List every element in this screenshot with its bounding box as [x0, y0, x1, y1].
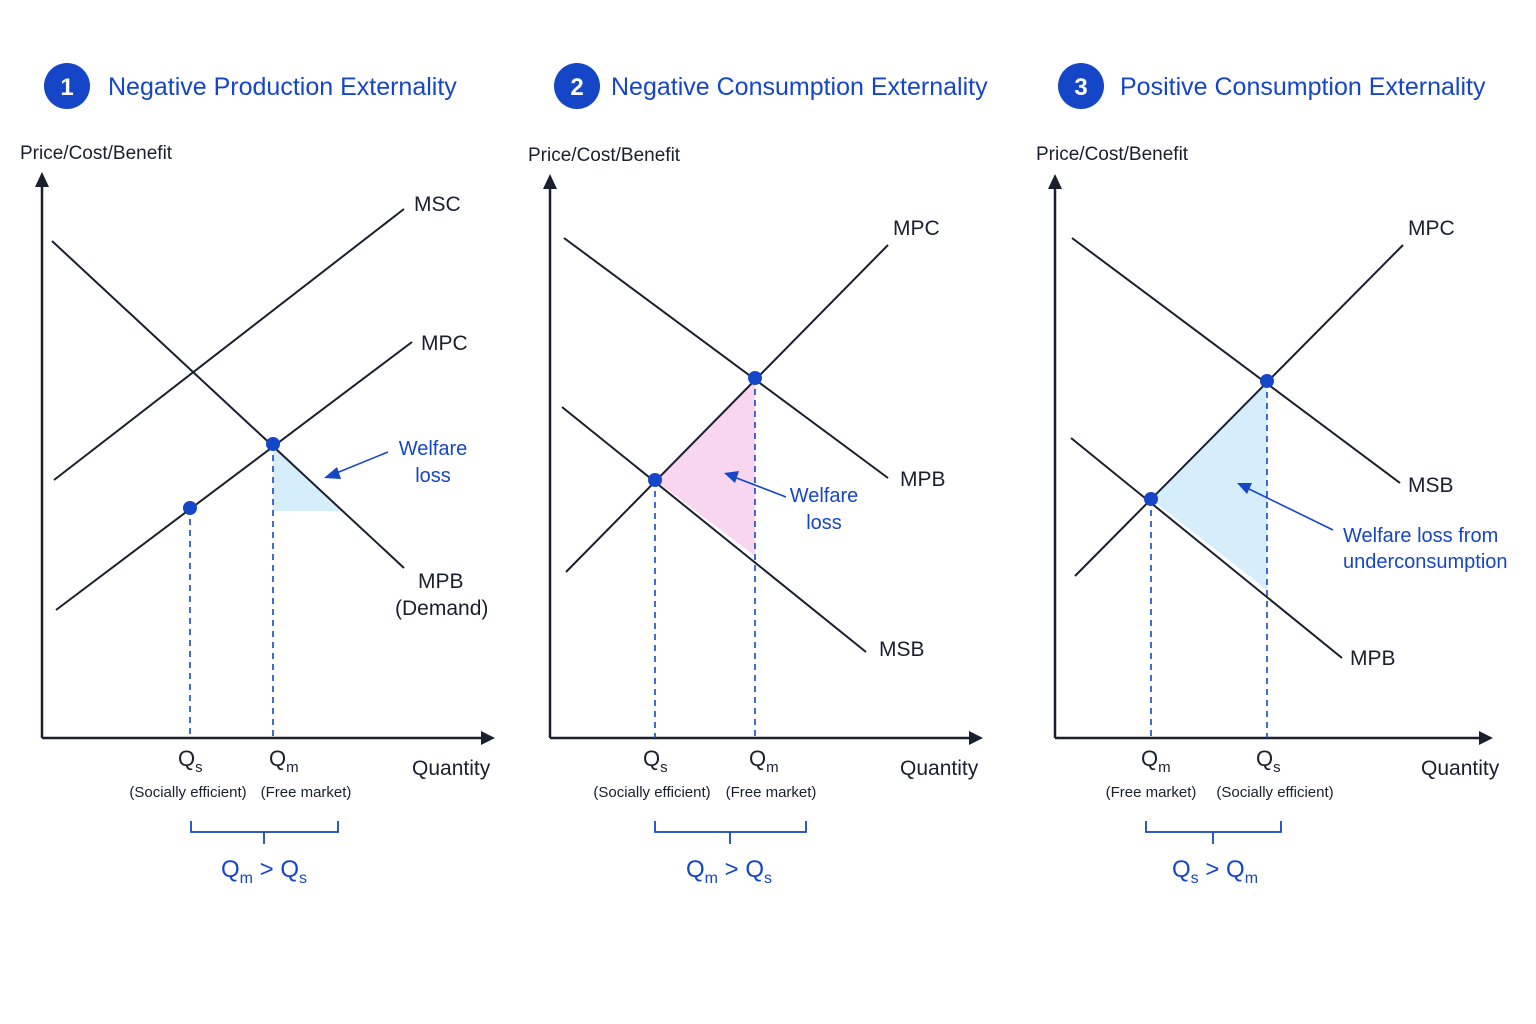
panel-2-welfare-label-line2: loss [806, 512, 842, 534]
panel-3-msb-label: MSB [1408, 474, 1454, 497]
panel-2-msb-label: MSB [879, 638, 925, 661]
panel-2-q-right-note: (Free market) [726, 784, 817, 801]
panel-2-number: 2 [570, 74, 583, 101]
panel-1-welfare-label-line2: loss [415, 465, 451, 487]
panel-3-q-right-note: (Socially efficient) [1216, 784, 1333, 801]
panel-3-social-optimum-point [1260, 374, 1274, 388]
panel-3-mpc-curve [1074, 244, 1404, 577]
panel-3-welfare-label-line2: underconsumption [1343, 551, 1508, 573]
panel-3-mpc-label: MPC [1408, 217, 1455, 240]
panel-2-x-axis-label: Quantity [900, 757, 979, 780]
panel-3-q-right: Qs [1256, 746, 1281, 776]
panel-1-demand-label: (Demand) [395, 597, 488, 620]
panel-1-q-right: Qm [269, 746, 299, 776]
panel-3-welfare-label-line1: Welfare loss from [1343, 525, 1498, 547]
panel-1-y-axis-label: Price/Cost/Benefit [20, 143, 173, 164]
panel-3-welfare-pointer-head [1237, 483, 1252, 494]
panel-1-bracket [190, 821, 339, 844]
panel-2-y-axis-label: Price/Cost/Benefit [528, 145, 681, 166]
panel-2-q-left: Qs [643, 746, 668, 776]
panel-1-welfare-label-line1: Welfare [399, 438, 468, 460]
panel-3-welfare-loss-area [1151, 381, 1267, 590]
panel-3-q-left: Qm [1141, 746, 1171, 776]
panel-1-q-right-note: (Free market) [261, 784, 352, 801]
panel-1-x-axis-arrow [481, 731, 495, 745]
panel-3-y-axis-label: Price/Cost/Benefit [1036, 144, 1189, 165]
panel-2-badge [554, 63, 600, 109]
panel-2-welfare-loss-area [655, 378, 755, 556]
panel-2-x-axis-arrow [969, 731, 983, 745]
panel-1-q-left-note: (Socially efficient) [129, 784, 246, 801]
panel-negative-consumption-externality: 2 Negative Consumption Externality Price… [528, 63, 988, 887]
panel-2-mpb-label: MPB [900, 468, 946, 491]
panel-1-msc-curve [53, 208, 405, 481]
panel-1-comparison: Qm > Qs [221, 856, 307, 887]
panel-2-mpc-curve [565, 244, 889, 573]
panel-positive-consumption-externality: 3 Positive Consumption Externality Price… [1036, 63, 1508, 887]
panel-2-y-axis-arrow [543, 174, 557, 189]
panel-3-bracket [1145, 821, 1282, 844]
panel-3-market-equilibrium-point [1144, 492, 1158, 506]
panel-1-msc-label: MSC [414, 193, 461, 216]
panel-1-number: 1 [60, 74, 73, 101]
panel-1-market-equilibrium-point [266, 437, 280, 451]
panel-1-badge [44, 63, 90, 109]
panel-2-bracket [654, 821, 807, 844]
panel-1-welfare-pointer [333, 451, 389, 475]
panel-1-mpb-curve [51, 240, 405, 569]
panel-3-x-axis-arrow [1479, 731, 1493, 745]
panel-2-msb-curve [561, 406, 867, 653]
panel-2-social-optimum-point [648, 473, 662, 487]
panel-3-mpb-curve [1070, 437, 1343, 659]
panel-1-social-optimum-point [183, 501, 197, 515]
panel-1-title: Negative Production Externality [108, 73, 457, 101]
panel-3-title: Positive Consumption Externality [1120, 73, 1486, 101]
panel-2-mpc-label: MPC [893, 217, 940, 240]
panel-negative-production-externality: 1 Negative Production Externality Price/… [20, 63, 495, 887]
panel-2-mpb-curve [563, 237, 889, 479]
panel-2-q-right: Qm [749, 746, 779, 776]
panel-2-welfare-label-line1: Welfare [790, 485, 859, 507]
panel-3-x-axis-label: Quantity [1421, 757, 1500, 780]
panel-2-q-left-note: (Socially efficient) [593, 784, 710, 801]
panel-1-x-axis-label: Quantity [412, 757, 491, 780]
panel-3-comparison: Qs > Qm [1172, 856, 1258, 887]
panel-3-msb-curve [1071, 237, 1401, 484]
panel-2-title: Negative Consumption Externality [611, 73, 988, 101]
panel-1-mpc-curve [55, 341, 413, 611]
panel-2-comparison: Qm > Qs [686, 856, 772, 887]
panel-3-badge [1058, 63, 1104, 109]
panel-3-welfare-pointer [1246, 487, 1334, 531]
panel-2-welfare-pointer-head [724, 471, 739, 483]
panel-2-welfare-pointer [733, 476, 787, 498]
panel-1-mpc-label: MPC [421, 332, 468, 355]
panel-3-number: 3 [1074, 74, 1087, 101]
panel-3-y-axis-arrow [1048, 174, 1062, 189]
panel-3-mpb-label: MPB [1350, 647, 1396, 670]
panel-2-market-equilibrium-point [748, 371, 762, 385]
panel-1-y-axis-arrow [35, 172, 49, 187]
panel-1-welfare-pointer-head [324, 467, 341, 479]
panel-1-q-left: Qs [178, 746, 203, 776]
panel-3-q-left-note: (Free market) [1106, 784, 1197, 801]
panel-1-mpb-label: MPB [418, 570, 464, 593]
